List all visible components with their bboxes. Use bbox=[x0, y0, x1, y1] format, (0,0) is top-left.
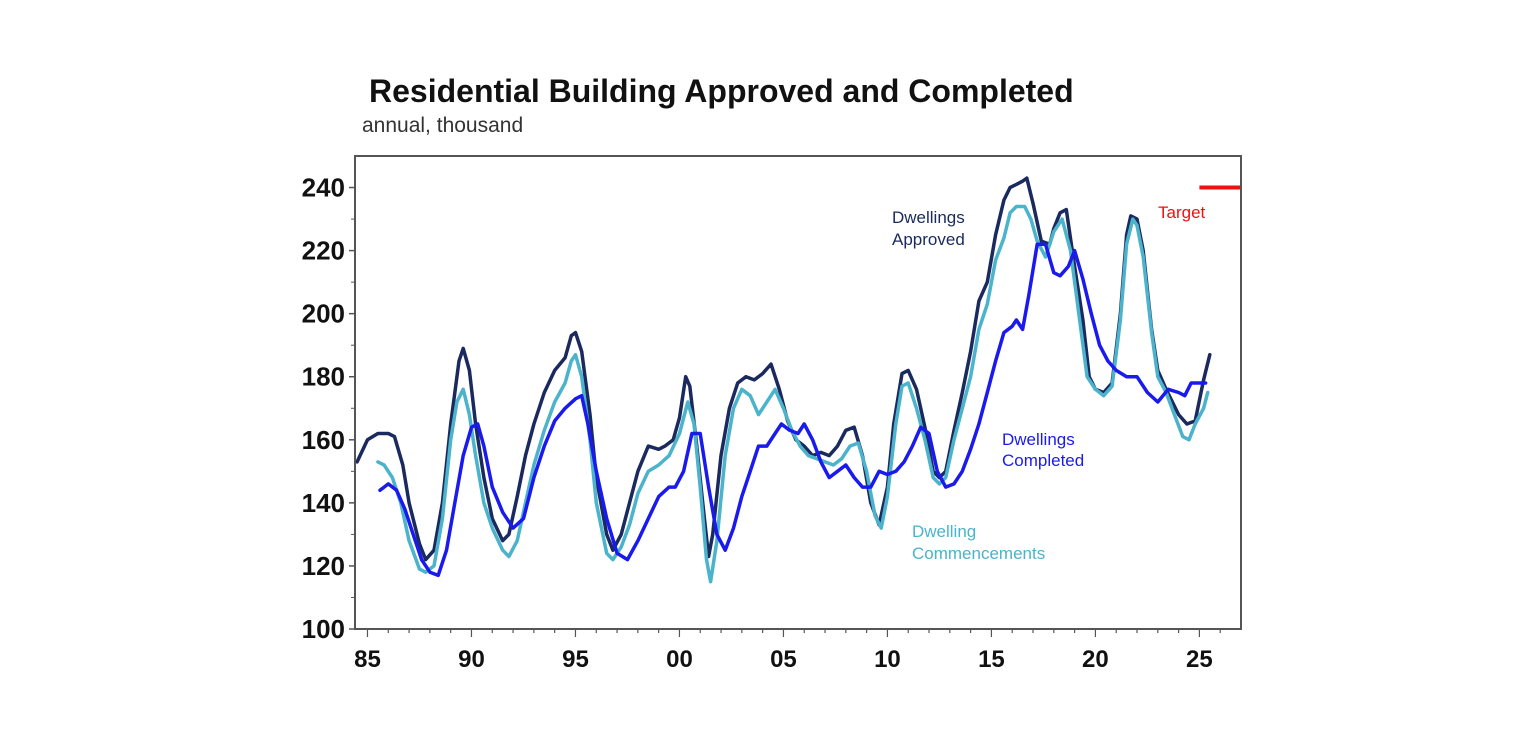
chart-title: Residential Building Approved and Comple… bbox=[369, 73, 1074, 109]
x-tick-label: 95 bbox=[562, 646, 589, 673]
y-tick-label: 120 bbox=[302, 551, 345, 581]
x-tick-label: 00 bbox=[666, 646, 693, 673]
series-commencements-line bbox=[376, 204, 1210, 584]
annotation-commencements-line-2: Commencements bbox=[912, 544, 1045, 563]
x-tick-label: 25 bbox=[1186, 646, 1213, 673]
plot-frame bbox=[354, 155, 1242, 630]
y-tick-label: 200 bbox=[302, 299, 345, 329]
annotation-commencements: Dwelling Commencements bbox=[912, 522, 1045, 563]
y-tick-label: 160 bbox=[302, 425, 345, 455]
y-tick-label: 220 bbox=[302, 236, 345, 266]
x-tick-label: 05 bbox=[770, 646, 797, 673]
y-tick-label: 180 bbox=[302, 362, 345, 392]
annotation-completed-line-1: Dwellings bbox=[1002, 430, 1075, 449]
x-tick-label: 15 bbox=[978, 646, 1005, 673]
annotation-target: Target bbox=[1158, 203, 1206, 222]
x-tick-label: 10 bbox=[874, 646, 901, 673]
y-axis: 100 120 140 160 180 200 220 240 bbox=[302, 173, 355, 644]
series-group bbox=[355, 176, 1212, 584]
annotation-approved-line-1: Dwellings bbox=[892, 208, 965, 227]
annotation-completed: Dwellings Completed bbox=[1002, 430, 1084, 470]
y-tick-label: 240 bbox=[302, 173, 345, 203]
x-tick-label: 85 bbox=[354, 646, 381, 673]
y-tick-label: 140 bbox=[302, 488, 345, 518]
series-completed-line bbox=[378, 242, 1208, 578]
chart-subtitle: annual, thousand bbox=[362, 114, 523, 137]
annotation-approved-line-2: Approved bbox=[892, 230, 965, 249]
annotation-commencements-line-1: Dwelling bbox=[912, 522, 976, 541]
y-tick-label: 100 bbox=[302, 614, 345, 644]
x-tick-label: 90 bbox=[458, 646, 485, 673]
x-tick-label: 20 bbox=[1082, 646, 1109, 673]
annotation-completed-line-2: Completed bbox=[1002, 451, 1084, 470]
annotation-approved: Dwellings Approved bbox=[892, 208, 969, 249]
x-axis: 85 90 95 00 05 10 15 20 25 bbox=[354, 629, 1221, 673]
